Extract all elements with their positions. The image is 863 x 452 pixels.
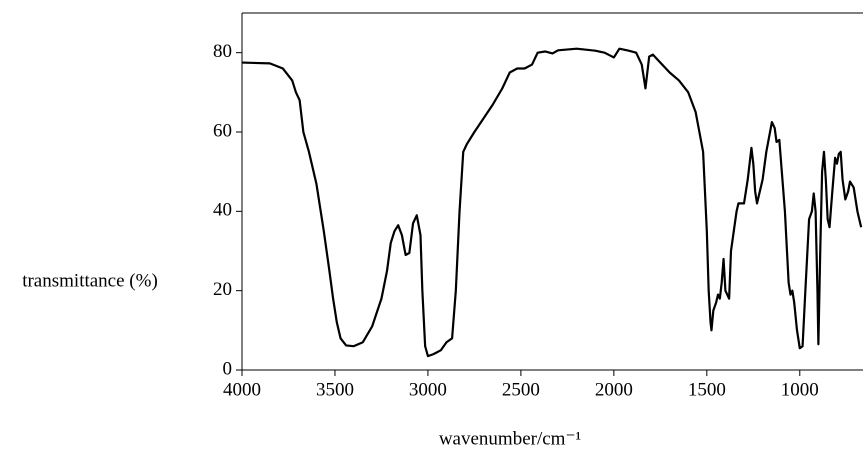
x-tick-label: 2000 bbox=[595, 379, 633, 400]
y-tick-label: 0 bbox=[223, 358, 233, 379]
spectrum-line bbox=[242, 47, 863, 358]
x-tick-label: 1000 bbox=[781, 379, 819, 400]
y-axis-label: transmittance (%) bbox=[22, 270, 158, 291]
y-tick-label: 80 bbox=[213, 41, 232, 62]
x-tick-label: 3000 bbox=[409, 379, 447, 400]
x-tick-label: 3500 bbox=[316, 379, 354, 400]
y-tick-label: 60 bbox=[213, 120, 232, 141]
x-tick-label: 1500 bbox=[688, 379, 726, 400]
x-tick-label: 2500 bbox=[502, 379, 540, 400]
x-axis-label: wavenumber/cm⁻¹ bbox=[439, 428, 582, 449]
x-tick-label: 4000 bbox=[223, 379, 261, 400]
y-tick-label: 40 bbox=[213, 200, 232, 221]
y-tick-label: 20 bbox=[213, 279, 232, 300]
